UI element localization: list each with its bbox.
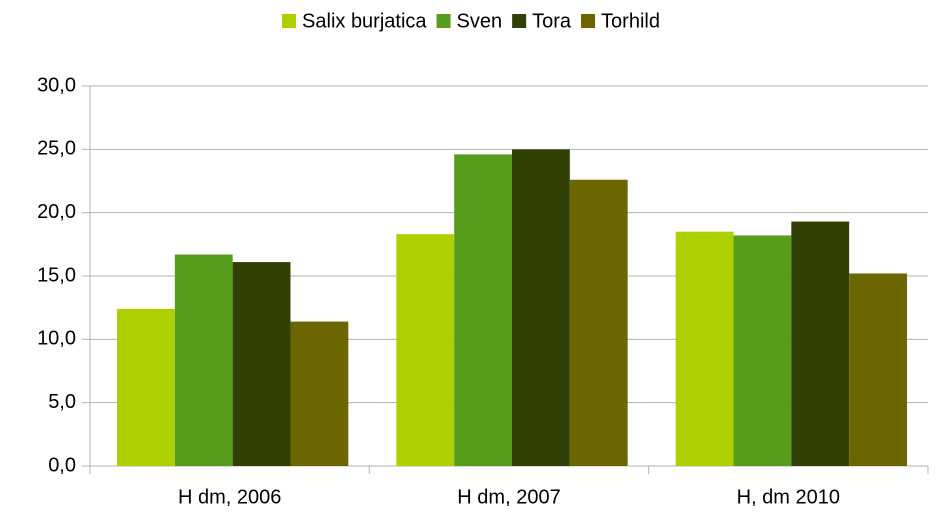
bar: [675, 231, 734, 466]
x-tick-label: H, dm 2010: [737, 486, 840, 508]
bar: [849, 273, 907, 466]
bar: [174, 254, 233, 466]
legend-swatch: [581, 14, 596, 28]
y-tick-label: 5,0: [48, 391, 76, 413]
y-tick-label: 30,0: [37, 74, 76, 96]
bar: [232, 262, 291, 466]
legend-label: Tora: [532, 10, 572, 32]
legend-label: Salix burjatica: [302, 10, 427, 32]
legend-swatch: [436, 14, 451, 28]
bar: [454, 154, 512, 466]
x-tick-label: H dm, 2006: [178, 486, 281, 508]
y-tick-label: 10,0: [37, 328, 76, 350]
y-tick-label: 25,0: [37, 138, 76, 160]
legend-label: Torhild: [601, 10, 660, 32]
bar: [290, 321, 349, 466]
legend-label: Sven: [457, 10, 503, 32]
legend-swatch: [512, 14, 527, 28]
y-tick-label: 20,0: [37, 201, 76, 223]
legend-swatch: [282, 14, 297, 28]
bar: [569, 179, 628, 466]
x-tick-label: H dm, 2007: [457, 486, 560, 508]
bar: [396, 234, 455, 466]
bar: [512, 149, 570, 467]
bar: [733, 235, 792, 466]
bar: [117, 308, 175, 466]
y-tick-label: 15,0: [37, 264, 76, 286]
y-tick-label: 0,0: [48, 454, 76, 476]
bar: [791, 221, 850, 466]
